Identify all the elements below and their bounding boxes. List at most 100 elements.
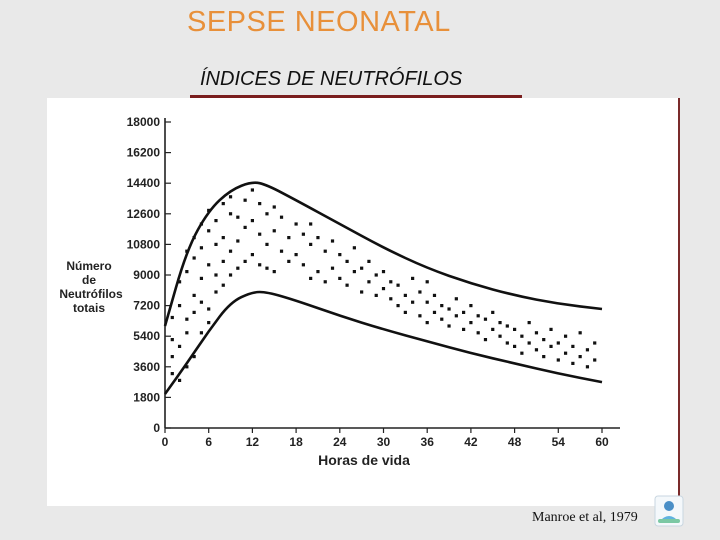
data-point [491,327,495,331]
x-axis-label: Horas de vida [318,452,410,468]
y-tick-label: 5400 [133,329,160,343]
y-tick-label: 16200 [127,146,161,160]
data-point [250,219,254,223]
data-point [556,358,560,362]
data-point [192,355,196,359]
x-tick-label: 24 [333,435,347,449]
data-point [287,259,291,263]
data-point [396,304,400,308]
data-point [177,280,182,284]
data-point [287,236,291,240]
data-point [279,249,284,253]
data-point [520,334,524,338]
data-point [425,280,429,284]
data-point [396,283,400,287]
citation: Manroe et al, 1979 [532,510,638,525]
data-point [221,283,225,287]
data-point [265,242,269,246]
data-point [192,310,196,314]
data-point [403,310,407,314]
data-point [483,317,488,321]
data-point [447,324,451,328]
data-point [411,300,415,304]
data-point [214,219,218,223]
data-point [330,239,335,243]
data-point [520,351,524,355]
data-point [411,276,415,280]
data-point [258,202,262,206]
data-point [360,266,364,270]
data-point [236,266,240,270]
y-axis-label-line-4: totais [73,301,105,315]
data-point [185,365,189,369]
data-point [228,273,233,277]
data-point [527,321,531,325]
data-point [192,236,196,240]
data-point [352,270,356,274]
data-point [498,334,502,338]
x-tick-label: 54 [552,435,566,449]
data-point [513,327,517,331]
data-point [505,324,509,328]
data-point [330,266,335,270]
data-point [301,232,305,236]
neutrophil-chart: 0180036005400720090001080012600144001620… [59,115,620,468]
data-point [207,263,211,267]
data-point [316,270,320,274]
data-point [309,222,313,226]
data-point [483,338,488,342]
data-point [389,280,393,284]
data-point [374,273,378,277]
data-point [469,321,473,325]
axis-labels: Número de Neutrófilos totais Horas de vi… [59,259,410,468]
data-point [207,307,211,311]
data-point [221,259,225,263]
slide-subtitle: ÍNDICES DE NEUTRÓFILOS [200,68,463,90]
data-point [199,246,204,250]
data-point [563,351,568,355]
data-point [498,321,502,325]
data-point [578,331,582,335]
chart-frame: 0 1800 3600 5400 7200 9000 10800 12600 14400 1620… [47,98,680,506]
data-point [454,297,458,301]
data-point [265,212,269,216]
x-tick-label: 0 [162,435,169,449]
y-axis-label-line-1: Número [66,259,111,273]
data-point [221,202,225,206]
data-point [192,256,196,260]
data-point [403,293,407,297]
title-underline [190,95,522,98]
lower-boundary-line [163,290,603,395]
data-point [236,239,240,243]
data-point [352,246,356,250]
data-point [432,293,437,297]
data-point [556,341,560,345]
axes: 0180036005400720090001080012600144001620… [127,115,620,449]
x-tick-label: 12 [246,435,260,449]
slide-title: SEPSE NEONATAL [187,6,451,38]
data-point [549,327,553,331]
data-point [462,327,466,331]
data-point [170,338,174,342]
data-point [374,293,378,297]
data-point [265,266,269,270]
data-point [177,378,182,382]
data-point [192,293,196,297]
data-point [214,273,218,277]
data-point [228,212,233,216]
boundary-curves [163,181,603,395]
data-point [221,236,225,240]
x-tick-label: 36 [421,435,435,449]
data-point [294,222,298,226]
data-point [185,270,189,274]
data-point [279,215,284,219]
y-tick-label: 14400 [127,176,161,190]
data-point [534,331,539,335]
x-tick-label: 6 [205,435,212,449]
data-point [542,338,546,342]
data-point [185,331,189,335]
x-tick-label: 42 [464,435,478,449]
x-tick-label: 30 [377,435,391,449]
data-point [345,259,349,263]
x-tick-label: 48 [508,435,522,449]
